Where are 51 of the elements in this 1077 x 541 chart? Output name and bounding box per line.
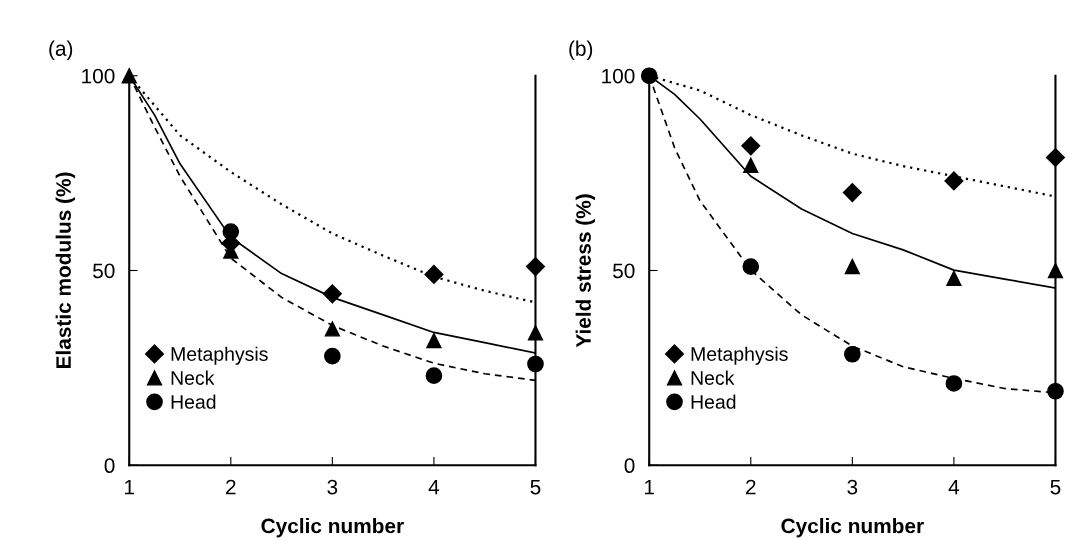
point bbox=[742, 258, 760, 275]
point bbox=[945, 375, 963, 392]
x-tick-label: 3 bbox=[327, 479, 338, 495]
chart-title: (a) bbox=[49, 40, 73, 61]
point bbox=[741, 136, 761, 156]
point bbox=[1045, 148, 1065, 168]
legend-label: Metaphysis bbox=[171, 346, 268, 365]
legend-label: Head bbox=[171, 394, 216, 409]
point bbox=[527, 355, 544, 373]
legend-label: Neck bbox=[171, 370, 215, 385]
y-tick-label: 100 bbox=[82, 68, 115, 84]
point bbox=[1047, 382, 1064, 400]
y-axis-title: Yield stress (%) bbox=[575, 194, 596, 348]
x-tick-label: 1 bbox=[125, 479, 135, 495]
x-tick-label: 1 bbox=[645, 479, 654, 495]
x-tick-label: 5 bbox=[1050, 479, 1061, 495]
y-tick-label: 50 bbox=[613, 263, 635, 279]
point bbox=[424, 264, 444, 284]
point bbox=[842, 183, 862, 203]
point bbox=[527, 325, 544, 341]
legend-label: Head bbox=[691, 394, 736, 409]
point bbox=[640, 67, 658, 85]
legend-label: Metaphysis bbox=[691, 346, 788, 365]
point bbox=[324, 347, 341, 365]
x-tick-label: 2 bbox=[746, 479, 756, 495]
point bbox=[425, 367, 443, 385]
point bbox=[222, 223, 240, 240]
point bbox=[944, 171, 964, 191]
point bbox=[946, 270, 962, 286]
x-tick-label: 4 bbox=[428, 479, 440, 495]
point bbox=[324, 321, 340, 337]
x-tick-label: 5 bbox=[530, 479, 541, 495]
point bbox=[525, 257, 546, 277]
point bbox=[426, 332, 442, 349]
x-tick-label: 4 bbox=[948, 479, 960, 495]
point bbox=[322, 284, 342, 304]
point bbox=[844, 345, 861, 363]
x-axis-title: Cyclic number bbox=[781, 518, 924, 538]
point bbox=[1047, 262, 1064, 279]
point bbox=[844, 258, 860, 275]
y-tick-label: 100 bbox=[602, 68, 635, 84]
chart-title: (b) bbox=[569, 40, 593, 61]
y-tick-label: 0 bbox=[624, 458, 635, 474]
x-tick-label: 2 bbox=[226, 479, 236, 495]
point bbox=[743, 157, 759, 173]
y-tick-label: 0 bbox=[104, 458, 115, 474]
x-tick-label: 3 bbox=[847, 479, 858, 495]
legend-label: Neck bbox=[691, 370, 735, 385]
y-axis-title: Elastic modulus (%) bbox=[55, 172, 76, 369]
x-axis-title: Cyclic number bbox=[261, 518, 404, 538]
y-tick-label: 50 bbox=[93, 263, 115, 279]
